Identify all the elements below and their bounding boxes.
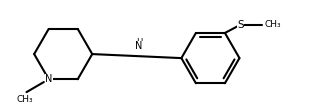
Text: N: N — [45, 74, 52, 84]
Text: H: H — [136, 38, 142, 47]
Text: N: N — [135, 41, 142, 51]
Text: CH₃: CH₃ — [264, 20, 281, 29]
Text: CH₃: CH₃ — [17, 95, 33, 104]
Text: S: S — [237, 20, 244, 30]
